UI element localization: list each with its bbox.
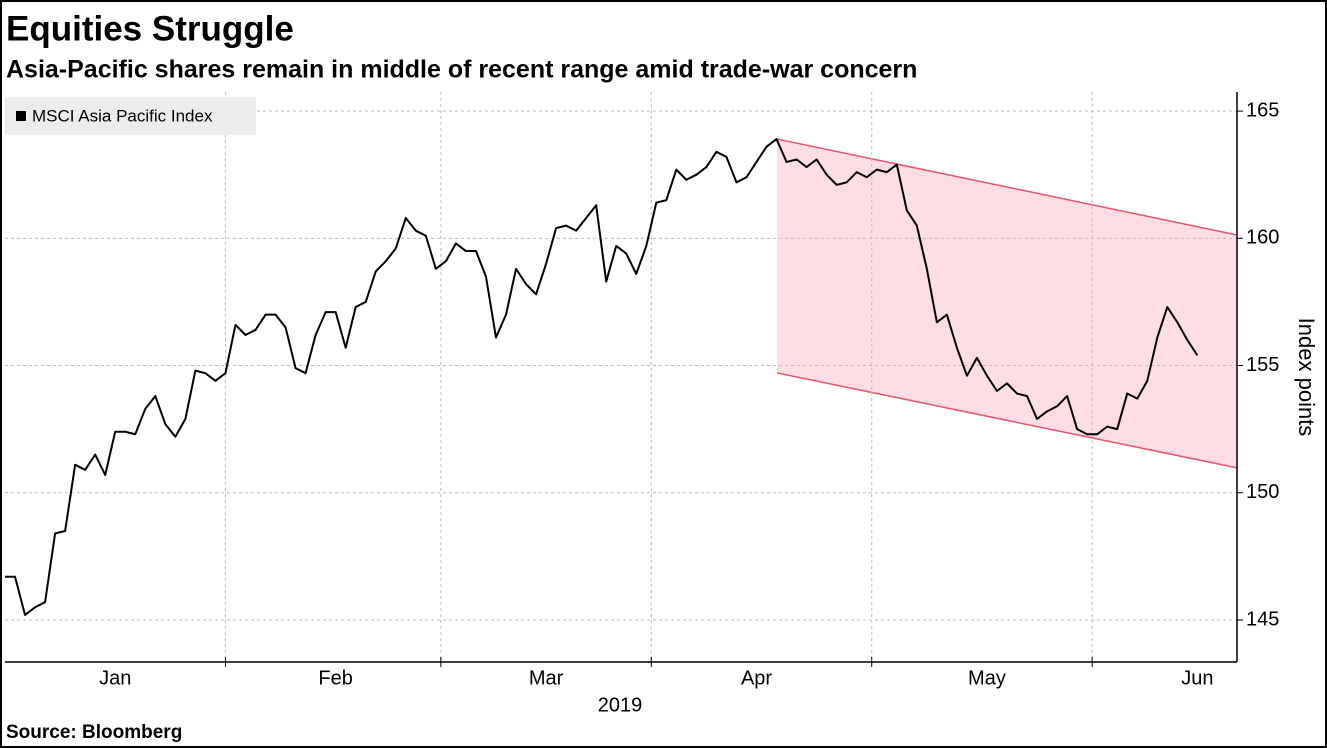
y-tick-label: 160 [1246, 227, 1279, 249]
x-tick-label: Apr [741, 667, 772, 689]
y-tick-label: 145 [1246, 608, 1279, 630]
y-tick-label: 150 [1246, 481, 1279, 503]
y-axis-label: Index points [1294, 318, 1319, 437]
x-axis-label: 2019 [598, 694, 643, 716]
legend-box [5, 97, 256, 135]
legend-swatch [16, 111, 26, 121]
chart-subtitle: Asia-Pacific shares remain in middle of … [6, 56, 917, 84]
y-tick-label: 165 [1246, 99, 1279, 121]
legend: MSCI Asia Pacific Index [5, 97, 256, 135]
data-line [5, 138, 1199, 616]
y-tick-label: 155 [1246, 354, 1279, 376]
plot-area: 145 150 155 160 165 Jan Feb Mar Apr May Jun [5, 92, 1279, 689]
x-tick-label: Mar [529, 667, 564, 689]
x-tick-label: Jun [1181, 667, 1213, 689]
x-tick-label: May [968, 667, 1006, 689]
chart-title: Equities Struggle [6, 9, 294, 48]
channel-lower [776, 372, 1238, 469]
source: Source: Bloomberg [6, 722, 182, 743]
x-tick-label: Feb [318, 667, 352, 689]
channel-upper [776, 138, 1238, 236]
legend-label: MSCI Asia Pacific Index [32, 106, 213, 125]
x-tick-label: Jan [99, 667, 131, 689]
trend-channel [777, 139, 1237, 468]
